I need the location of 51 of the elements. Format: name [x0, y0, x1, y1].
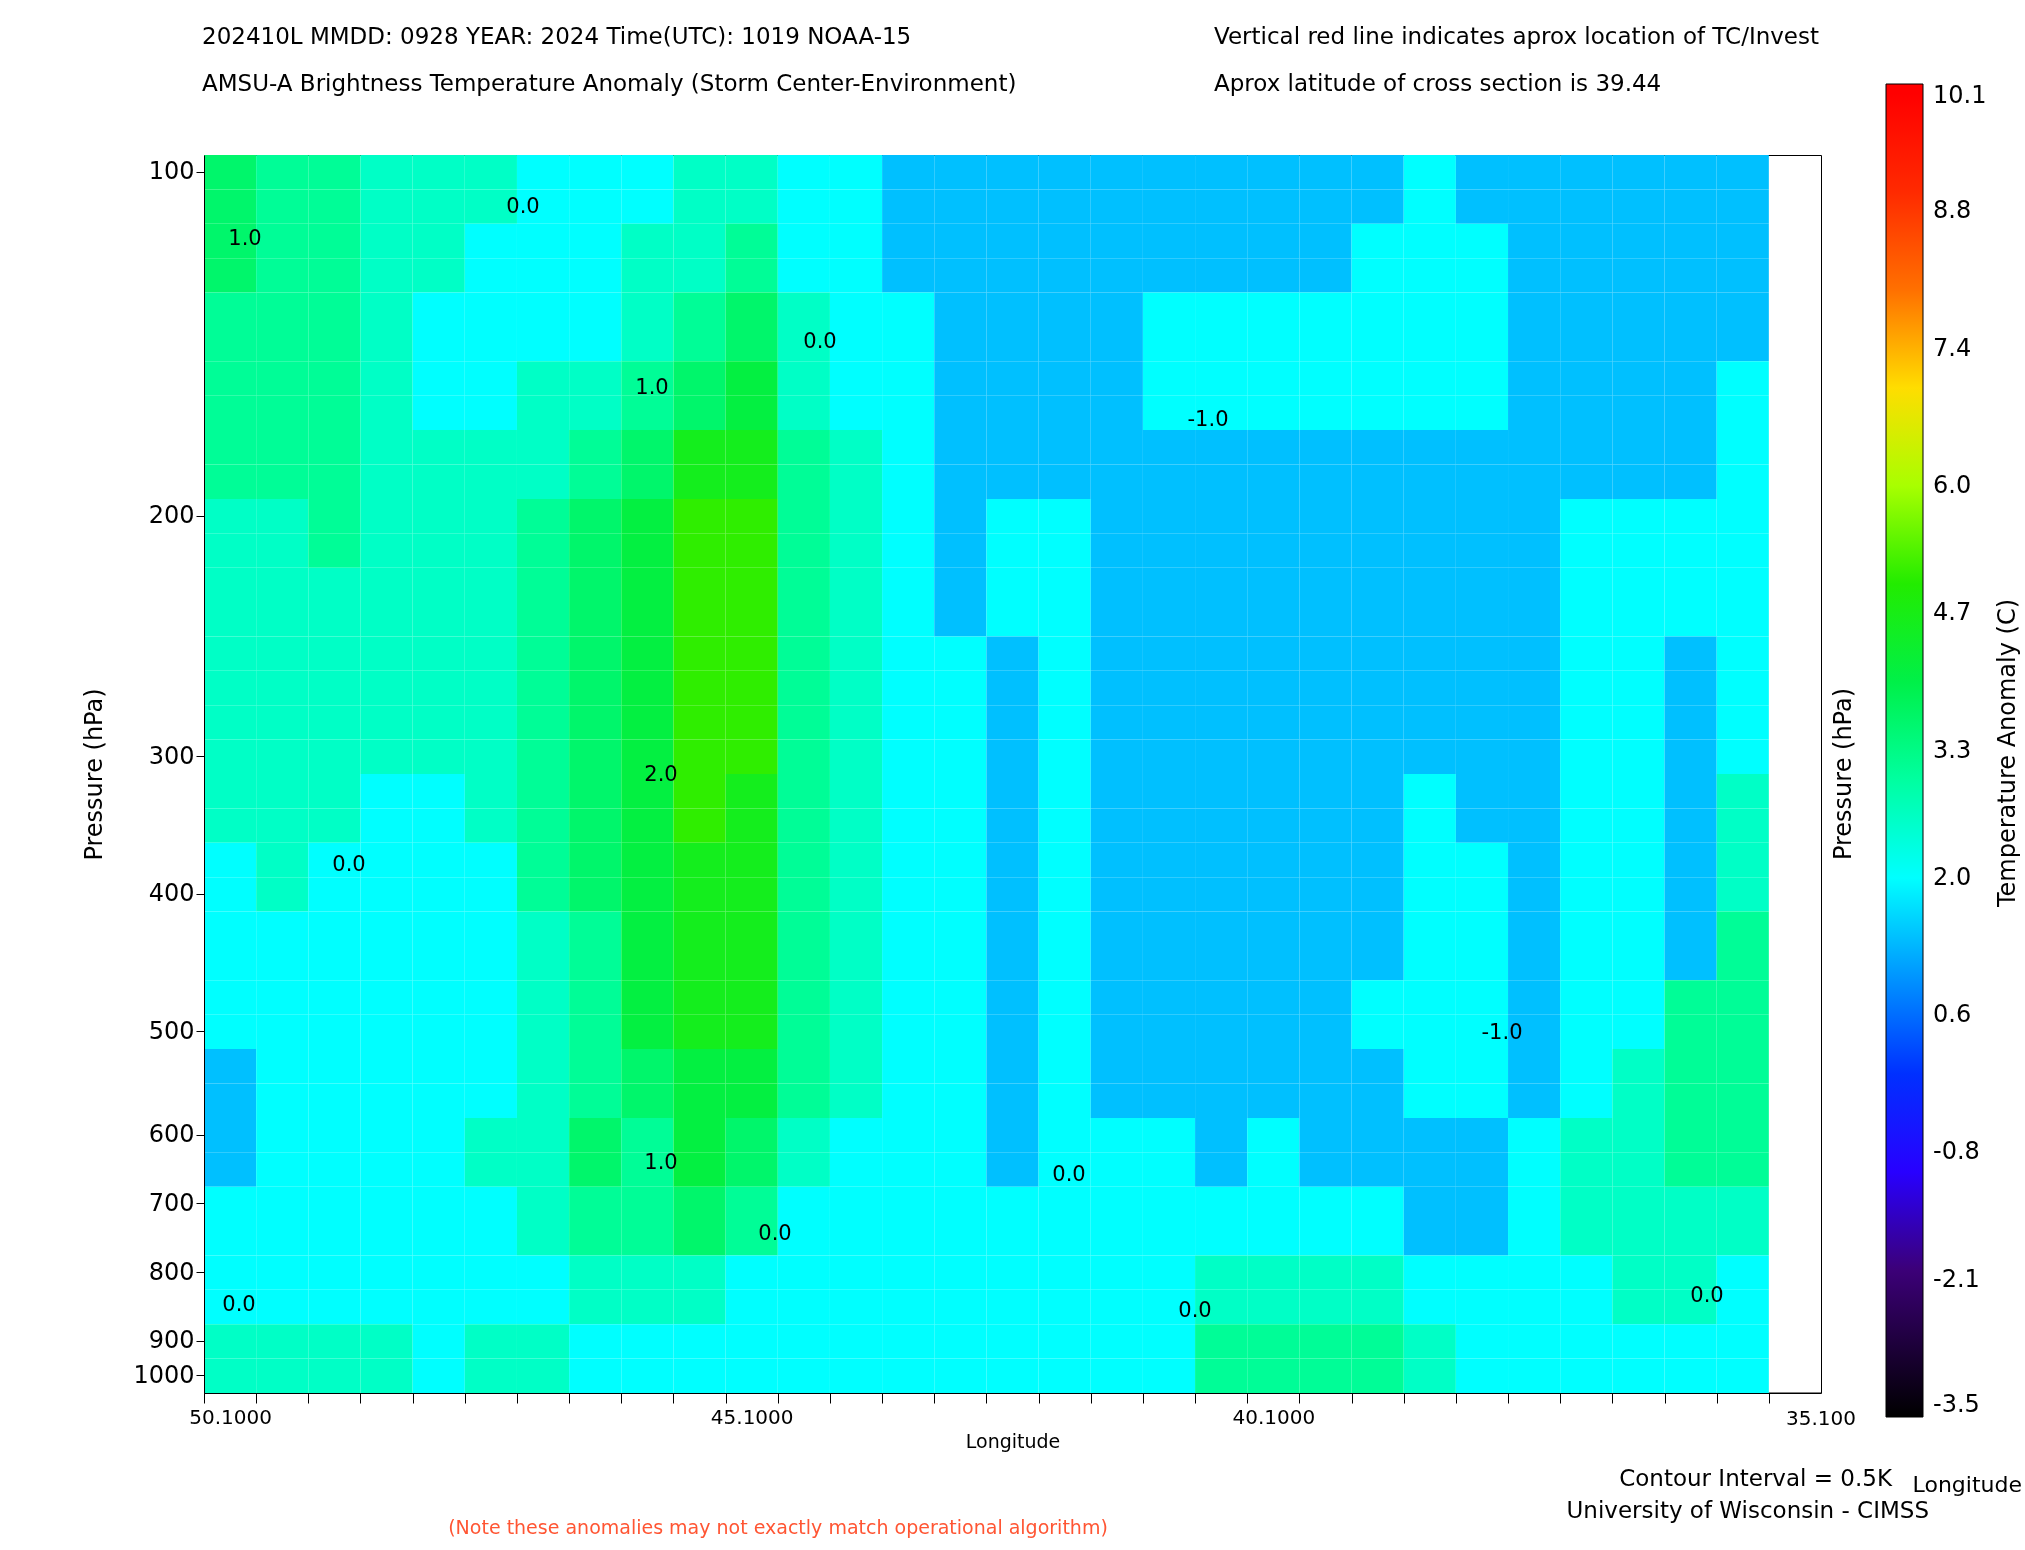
color-bar-label: -0.8: [1933, 1137, 1980, 1166]
annotation: -1.0: [1187, 407, 1229, 431]
x-tick-label: 45.1000: [710, 1404, 794, 1429]
chart-title: 202410L MMDD: 0928 YEAR: 2024 Time(UTC): 1019 NOAA-15: [202, 23, 912, 49]
x-axis-title: Longitude: [965, 1429, 1061, 1452]
annotation: 0.0: [332, 852, 366, 876]
y-tick-label: 800: [148, 1257, 195, 1286]
y-tick-label: 700: [148, 1188, 195, 1217]
text: Longitude: [1912, 1472, 2022, 1497]
color-bar-label: 8.8: [1933, 196, 1972, 225]
y-tick-label: 400: [148, 879, 195, 908]
text: University of Wisconsin - CIMSS: [1566, 1497, 1929, 1523]
annotation: 0.0: [1178, 1298, 1212, 1322]
color-bar-label: 10.1: [1933, 81, 1987, 109]
y-tick-label: 500: [148, 1016, 195, 1045]
text: Vertical red line indicates aprox location of TC/Invest: [1214, 23, 1820, 49]
x-tick-label: 40.1000: [1232, 1404, 1316, 1429]
y-tick-label: 100: [148, 157, 195, 186]
annotation: 0.0: [1690, 1283, 1724, 1307]
color-bar-label: 6.0: [1933, 470, 1972, 499]
annotation: 1.0: [635, 375, 669, 399]
y-tick-label: 300: [148, 741, 195, 770]
y-tick-label: 200: [148, 501, 195, 530]
color-bar-label: 0.6: [1933, 1000, 1972, 1029]
color-bar-label: 2.0: [1933, 862, 1972, 891]
y-tick-label: 600: [148, 1120, 195, 1149]
annotation: 1.0: [228, 226, 262, 250]
color-bar-label: 4.7: [1933, 598, 1972, 627]
color-bar-label: -3.5: [1933, 1390, 1980, 1418]
chart-subtitle: AMSU-A Brightness Temperature Anomaly (Storm Center-Environment): [202, 70, 1017, 96]
annotation: 0.0: [758, 1221, 792, 1245]
text: Contour Interval = 0.5K: [1619, 1465, 1893, 1491]
annotation: 0.0: [803, 329, 837, 353]
y-axis-title: Pressure (hPa): [79, 688, 108, 861]
annotation: 0.0: [506, 194, 540, 218]
color-bar-label: -2.1: [1933, 1264, 1980, 1293]
x-tick-label: 50.1000: [189, 1404, 272, 1429]
y2-axis-title: Pressure (hPa): [1829, 687, 1857, 861]
text: Aprox latitude of cross section is 39.44: [1214, 70, 1662, 96]
annotation: 0.0: [1052, 1162, 1086, 1186]
color-bar-label: 7.4: [1933, 333, 1972, 362]
color-bar-label: 3.3: [1933, 735, 1972, 764]
y-tick-label: 900: [148, 1326, 195, 1355]
text: 35.100: [1786, 1406, 1856, 1430]
annotation: -1.0: [1481, 1020, 1523, 1044]
annotation: 2.0: [644, 762, 678, 786]
annotation: 1.0: [644, 1150, 678, 1174]
y-tick-label: 1000: [133, 1360, 195, 1389]
color-bar-title: Temperature Anomaly (C): [1993, 598, 2021, 909]
text: (Note these anomalies may not exactly match operational algorithm): [448, 1516, 1108, 1538]
annotation: 0.0: [222, 1292, 256, 1316]
